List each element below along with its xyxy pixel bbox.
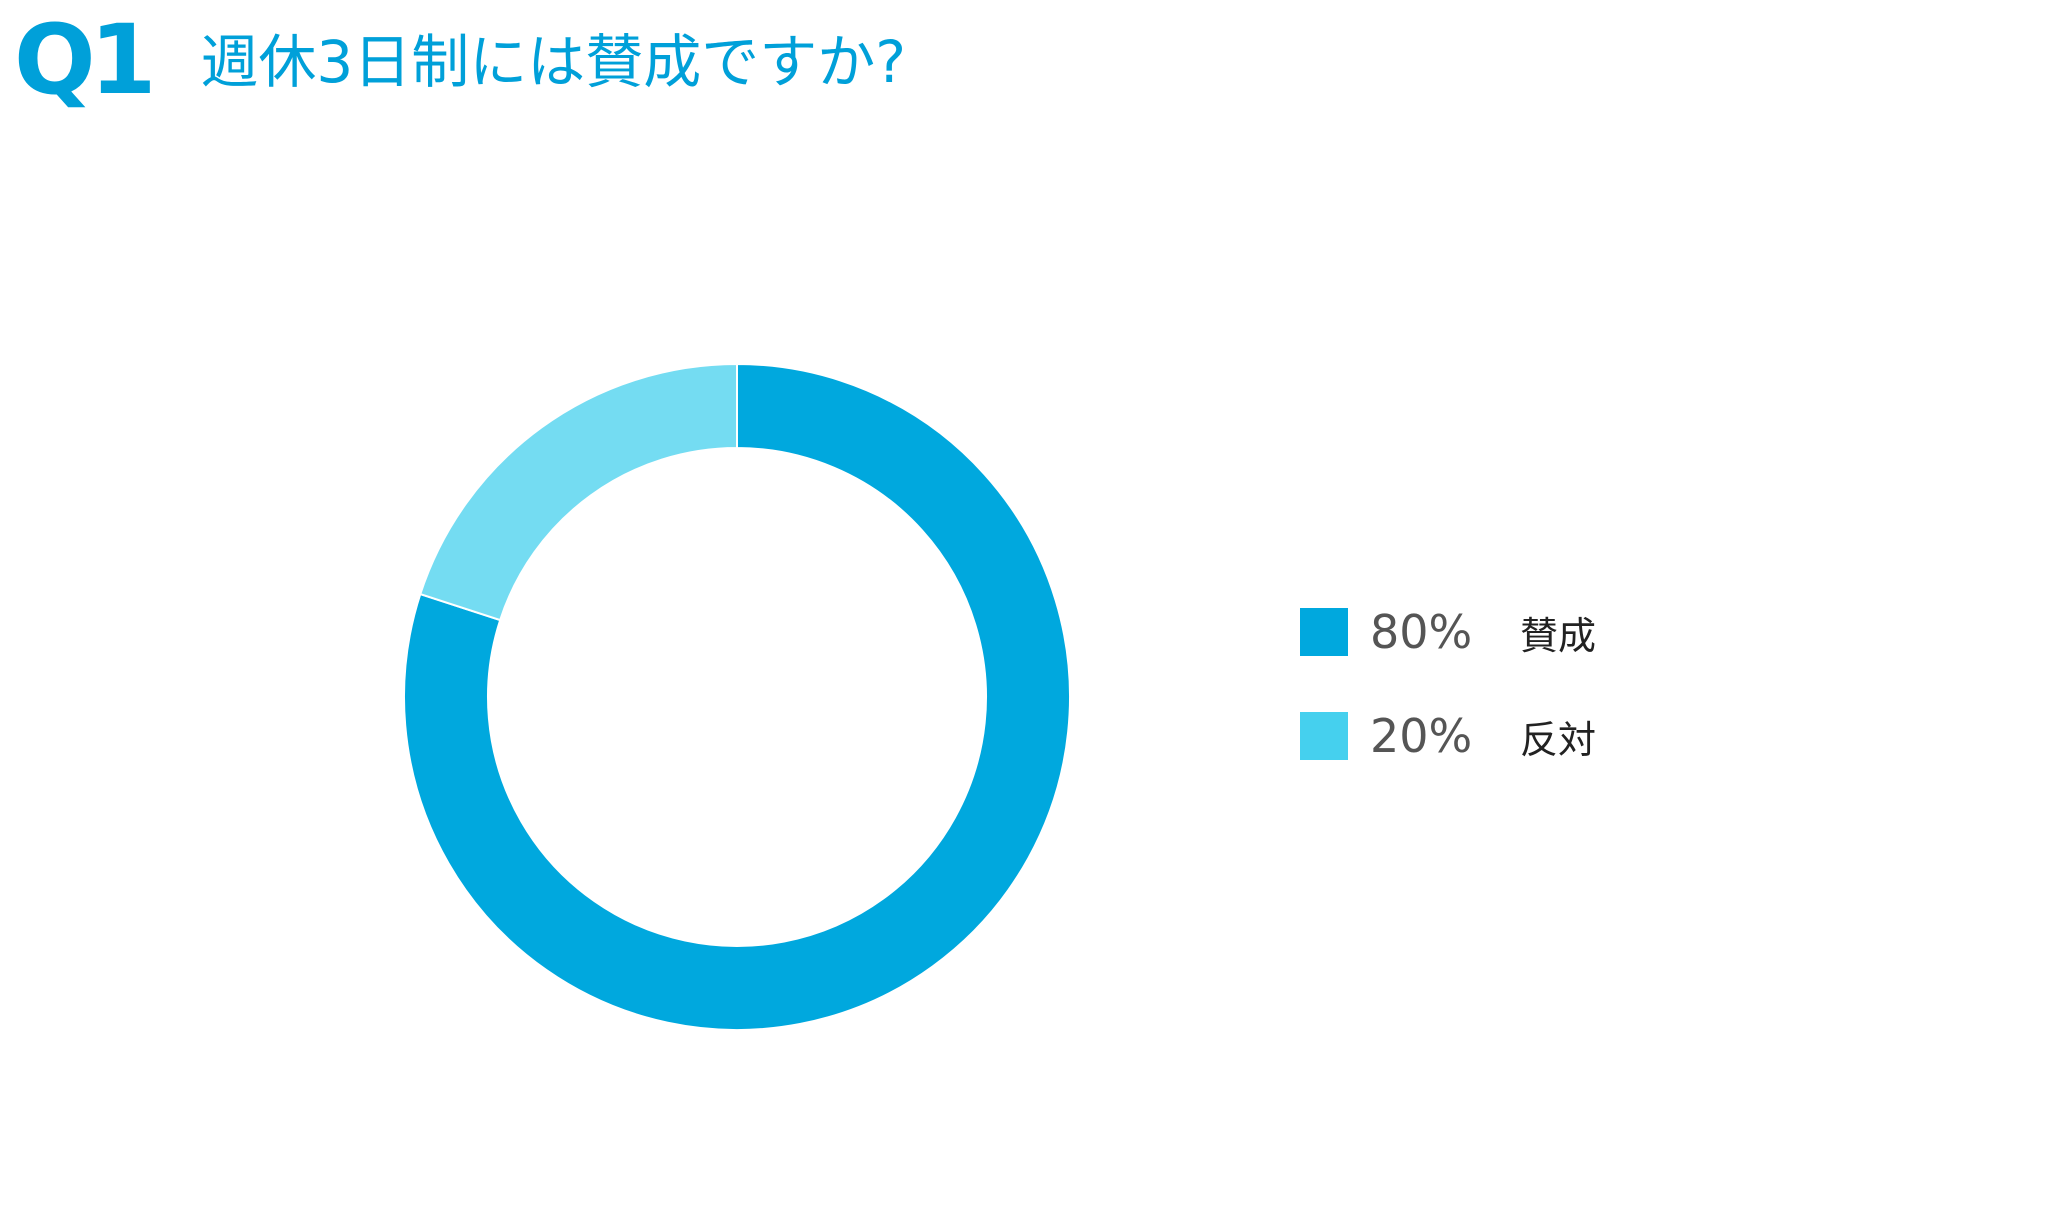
question-header: Q1 週休3日制には賛成ですか? [14,0,906,120]
legend-value-disagree: 20% [1370,709,1473,763]
question-text: 週休3日制には賛成ですか? [200,28,907,96]
donut-slice-disagree [419,362,738,622]
legend-label-disagree: 反対 [1520,717,1597,762]
question-number: Q1 [14,4,156,116]
legend-swatch-agree [1300,608,1348,656]
chart-legend: 80% 賛成 20% 反対 [1300,602,1596,810]
legend-item-agree: 80% 賛成 [1300,602,1596,662]
legend-label-agree: 賛成 [1520,613,1597,658]
legend-value-agree: 80% [1370,605,1473,659]
legend-item-disagree: 20% 反対 [1300,706,1596,766]
donut-slice-agree [403,362,1071,1031]
legend-swatch-disagree [1300,712,1348,760]
